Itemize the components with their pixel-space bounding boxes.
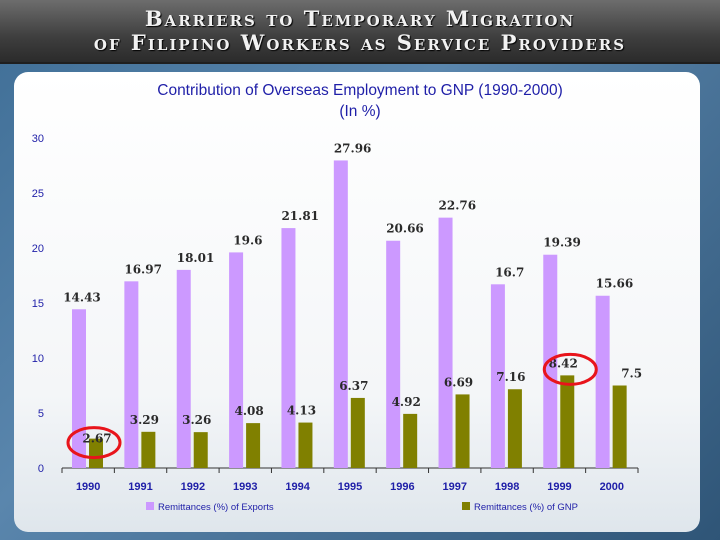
x-tick-label: 1992	[181, 481, 205, 493]
legend-label-exports: Remittances (%) of Exports	[158, 502, 274, 513]
header-banner: Barriers to Temporary Migration of Filip…	[0, 0, 720, 64]
x-tick-label: 1998	[495, 481, 519, 493]
data-label-gnp: 2.67	[82, 432, 111, 446]
legend-swatch-gnp	[462, 502, 470, 510]
bar-exports	[176, 269, 191, 468]
data-label-gnp: 3.29	[130, 413, 159, 427]
y-tick-label: 0	[38, 463, 44, 475]
highlight-circle	[542, 352, 598, 386]
y-tick-label: 30	[32, 133, 44, 145]
data-label-gnp: 6.37	[339, 379, 368, 393]
y-tick-label: 5	[38, 408, 44, 420]
x-tick-label: 1991	[128, 481, 152, 493]
bar-gnp	[89, 438, 103, 468]
data-label-gnp: 4.92	[392, 395, 421, 409]
data-label-gnp: 7.5	[621, 367, 642, 381]
bar-gnp	[507, 389, 522, 468]
data-label-gnp: 4.13	[287, 404, 316, 418]
bar-exports	[490, 284, 505, 468]
bar-gnp	[141, 431, 156, 468]
data-label-exports: 15.66	[596, 277, 634, 291]
x-tick-label: 1995	[338, 481, 362, 493]
bar-exports	[229, 252, 244, 468]
data-label-exports: 16.97	[124, 262, 162, 276]
bar-gnp	[193, 432, 208, 468]
x-tick-label: 1993	[233, 481, 257, 493]
y-tick-label: 20	[32, 243, 44, 255]
x-tick-label: 1994	[285, 481, 310, 493]
bar-exports	[333, 160, 348, 468]
bar-exports	[281, 228, 296, 468]
data-label-gnp: 7.16	[496, 370, 525, 384]
data-label-exports: 16.7	[495, 265, 524, 279]
data-label-exports: 22.76	[439, 199, 477, 213]
data-label-exports: 21.81	[281, 209, 319, 223]
data-label-exports: 14.43	[63, 290, 101, 304]
bar-gnp	[298, 422, 313, 468]
bar-gnp	[350, 397, 365, 468]
chart-title: Contribution of Overseas Employment to G…	[157, 82, 563, 99]
bar-gnp	[246, 423, 261, 468]
bar-gnp	[560, 375, 575, 468]
y-tick-label: 25	[32, 188, 44, 200]
header-line-2: of Filipino Workers as Service Providers	[93, 30, 627, 55]
y-tick-label: 15	[32, 298, 44, 310]
bar-exports	[124, 281, 139, 468]
x-tick-label: 1996	[390, 481, 414, 493]
data-label-gnp: 3.26	[182, 413, 211, 427]
data-label-exports: 27.96	[334, 141, 372, 155]
bar-exports	[595, 295, 610, 468]
data-label-exports: 18.01	[177, 251, 215, 265]
x-tick-label: 1997	[442, 481, 466, 493]
x-tick-label: 1999	[547, 481, 571, 493]
bar-gnp	[612, 385, 627, 468]
x-tick-label: 1990	[76, 481, 100, 493]
bar-gnp	[455, 394, 470, 468]
bar-exports	[438, 217, 453, 468]
legend-swatch-exports	[146, 502, 154, 510]
data-label-gnp: 6.69	[444, 375, 473, 389]
x-tick-label: 2000	[600, 481, 624, 493]
data-label-gnp: 8.42	[549, 356, 578, 370]
header-line-1: Barriers to Temporary Migration	[144, 6, 576, 31]
data-label-exports: 19.6	[233, 233, 262, 247]
data-label-exports: 20.66	[386, 222, 424, 236]
data-label-gnp: 4.08	[234, 404, 263, 418]
chart-subtitle: (In %)	[339, 103, 381, 120]
bar-gnp	[403, 413, 418, 468]
highlight-circle	[66, 426, 122, 460]
legend-label-gnp: Remittances (%) of GNP	[474, 502, 578, 513]
bar-exports	[386, 240, 401, 468]
data-label-exports: 19.39	[543, 236, 581, 250]
y-tick-label: 10	[32, 353, 44, 365]
